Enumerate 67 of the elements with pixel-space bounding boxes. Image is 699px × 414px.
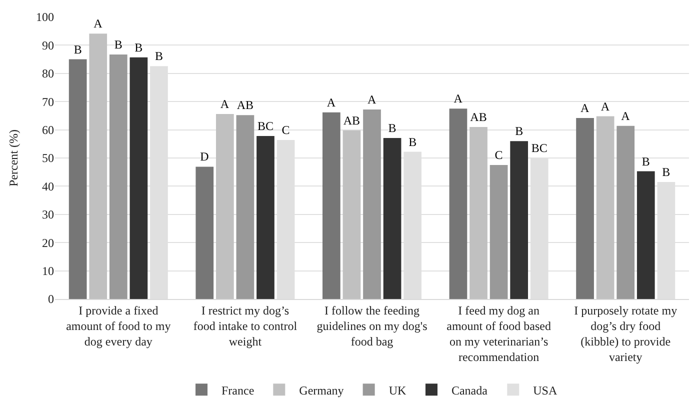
bar <box>322 112 340 299</box>
data-label: B <box>388 120 396 135</box>
bar <box>490 165 508 299</box>
data-label: B <box>515 124 524 138</box>
bar <box>342 130 361 299</box>
bar <box>576 118 594 299</box>
data-label: BC <box>531 141 548 155</box>
y-tick-label: 10 <box>42 264 54 278</box>
bar <box>363 110 381 299</box>
y-axis-title: Percent (%) <box>6 130 20 186</box>
data-label: A <box>621 108 630 123</box>
y-tick-label: 20 <box>42 236 54 250</box>
data-label: A <box>454 92 463 106</box>
bar <box>236 115 254 299</box>
data-label: AB <box>343 113 360 128</box>
y-tick-label: 60 <box>42 123 54 137</box>
y-tick-label: 40 <box>42 179 54 194</box>
bar <box>636 171 655 299</box>
data-label: A <box>368 92 376 106</box>
legend-label: UK <box>388 383 406 398</box>
bar <box>109 54 128 299</box>
data-label: C <box>282 122 290 137</box>
y-tick-label: 90 <box>42 38 54 52</box>
bar <box>383 138 402 299</box>
data-label: A <box>580 100 590 115</box>
bar <box>596 116 614 299</box>
y-tick-label: 50 <box>42 151 54 166</box>
legend-label: Germany <box>299 383 344 398</box>
bar <box>256 136 274 299</box>
legend-label: Canada <box>451 383 488 398</box>
x-tick-label: I provide a fixed amount of food to my dog every day <box>66 303 171 349</box>
bar <box>68 59 87 299</box>
data-label: D <box>200 150 210 164</box>
data-label: B <box>662 164 670 179</box>
y-tick-label: 30 <box>42 208 54 222</box>
bar <box>449 108 468 299</box>
y-tick-label: 70 <box>42 94 54 109</box>
bar <box>130 57 148 299</box>
bar <box>196 166 214 299</box>
y-tick-label: 100 <box>36 10 54 24</box>
bar <box>470 126 488 299</box>
bar <box>510 141 528 299</box>
x-tick-label: I follow the feeding guidelines on my dog's food bag <box>316 303 428 349</box>
data-label: B <box>408 134 417 149</box>
data-label: B <box>114 38 122 52</box>
x-tick-label: I feed my dog an amount of food based on my veterinarian’s recommendation <box>446 303 551 364</box>
y-tick-label: 0 <box>48 292 54 306</box>
bar <box>616 126 635 299</box>
data-label: A <box>94 16 103 31</box>
data-label: C <box>494 148 503 162</box>
data-label: A <box>600 99 610 114</box>
data-label: B <box>74 42 82 56</box>
data-label: B <box>134 40 143 54</box>
data-label: BC <box>257 119 274 133</box>
data-label: A <box>326 95 336 110</box>
legend-label: France <box>222 383 254 398</box>
data-label: B <box>642 154 650 168</box>
data-label: A <box>220 97 230 112</box>
data-label: AB <box>236 98 254 112</box>
data-label: AB <box>470 110 487 124</box>
legend-label: USA <box>533 383 558 398</box>
bar <box>89 34 108 299</box>
y-tick-label: 80 <box>42 66 54 81</box>
x-tick-label: I restrict my dog’s food intake to control weight <box>193 303 298 349</box>
bar <box>216 114 234 299</box>
data-label: B <box>154 49 163 64</box>
x-tick-label: I purposely rotate my dog’s dry food (kibble) to provide variety <box>574 303 678 364</box>
